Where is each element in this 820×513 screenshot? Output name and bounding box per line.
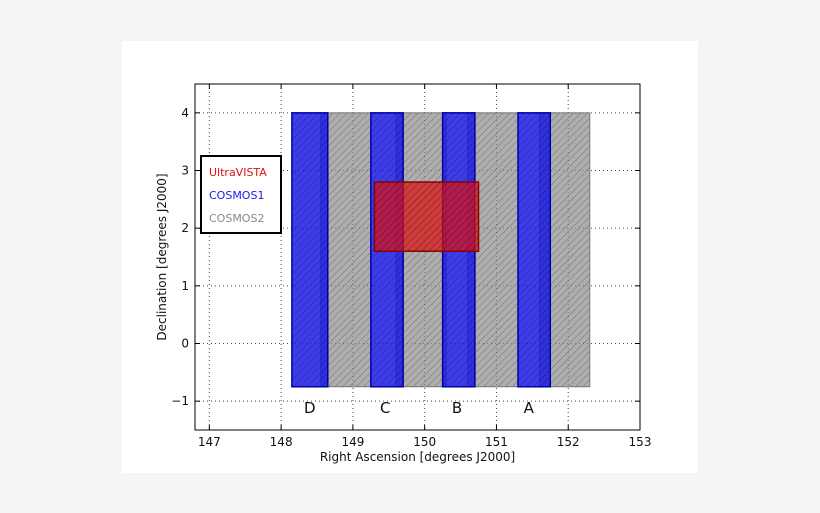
legend: UltraVISTA COSMOS1 COSMOS2 — [200, 155, 282, 234]
legend-box — [200, 155, 282, 234]
plot-frame — [194, 83, 641, 431]
x-tick-label: 149 — [341, 435, 364, 449]
ultravista-field — [373, 181, 480, 252]
x-tick-label: 150 — [413, 435, 436, 449]
x-tick-label: 151 — [485, 435, 508, 449]
region-label-a: A — [524, 399, 535, 417]
y-tick-label: 3 — [181, 164, 189, 178]
region-label-c: C — [380, 399, 390, 417]
region-label-d: D — [304, 399, 316, 417]
y-tick-label: 1 — [181, 279, 189, 293]
legend-entry-ultravista: UltraVISTA — [209, 166, 267, 179]
y-tick-label: 4 — [181, 106, 189, 120]
x-axis-title: Right Ascension [degrees J2000] — [320, 450, 515, 464]
axis-ticks: 147 148 149 150 151 152 153 −1 0 1 2 3 4 — [171, 84, 651, 449]
region-label-b: B — [452, 399, 462, 417]
legend-entry-cosmos1: COSMOS1 — [209, 189, 264, 202]
x-tick-label: 148 — [270, 435, 293, 449]
y-tick-label: −1 — [171, 394, 189, 408]
x-tick-label: 152 — [557, 435, 580, 449]
figure-panel: D C B A 147 148 149 150 151 152 153 −1 0 1 2 3 4 Right … — [122, 41, 698, 473]
y-axis-title: Declination [degrees J2000] — [155, 173, 169, 340]
chart: D C B A 147 148 149 150 151 152 153 −1 0 1 2 3 4 Right … — [155, 83, 651, 464]
y-tick-label: 2 — [181, 221, 189, 235]
cosmos1-field — [291, 112, 329, 388]
y-tick-label: 0 — [181, 337, 189, 351]
legend-entry-cosmos2: COSMOS2 — [209, 212, 264, 225]
cosmos1-field — [517, 112, 552, 388]
x-tick-label: 147 — [198, 435, 221, 449]
plot-rectangles — [291, 112, 591, 388]
x-tick-label: 153 — [629, 435, 652, 449]
